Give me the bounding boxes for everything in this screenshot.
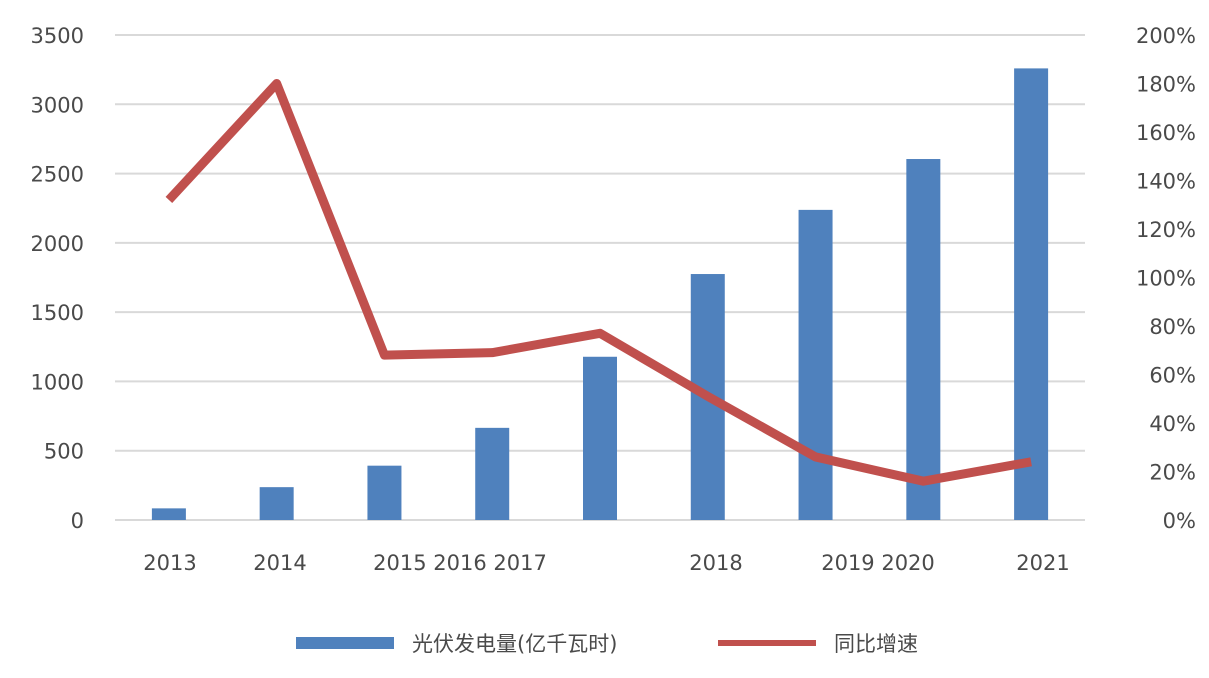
bar (475, 427, 510, 520)
bar-series (151, 68, 1049, 520)
bar (583, 356, 617, 520)
right-tick-label: 40% (1149, 412, 1196, 436)
bar (906, 159, 941, 520)
left-tick-label: 3000 (31, 93, 84, 117)
left-tick-label: 2500 (31, 163, 84, 187)
line-series (165, 79, 1032, 486)
right-axis-ticks: 0% 20% 40% 60% 80% 100% 120% 140% 160% 180% 200% (1136, 24, 1196, 533)
x-tick-label: 2019 2020 (821, 551, 935, 575)
right-tick-label: 80% (1149, 315, 1196, 339)
right-tick-label: 120% (1136, 218, 1196, 242)
right-tick-label: 200% (1136, 24, 1196, 48)
bar (151, 508, 186, 520)
right-tick-label: 100% (1136, 267, 1196, 291)
right-tick-label: 140% (1136, 170, 1196, 194)
x-axis-ticks: 2013 2014 2015 2016 2017 2018 2019 2020 2021 (143, 551, 1069, 575)
x-tick-label: 2015 2016 2017 (373, 551, 547, 575)
right-tick-label: 20% (1149, 461, 1196, 485)
legend-bar-label: 光伏发电量(亿千瓦时) (412, 632, 617, 656)
bar (367, 465, 402, 520)
right-tick-label: 0% (1163, 509, 1196, 533)
left-tick-label: 1500 (31, 301, 84, 325)
right-tick-label: 180% (1136, 73, 1196, 97)
right-tick-label: 60% (1149, 364, 1196, 388)
legend-line-label: 同比增速 (834, 632, 918, 656)
x-tick-label: 2021 (1016, 551, 1069, 575)
x-tick-label: 2013 (143, 551, 196, 575)
left-tick-label: 2000 (31, 232, 84, 256)
right-tick-label: 160% (1136, 121, 1196, 145)
bar (798, 209, 833, 520)
left-tick-label: 3500 (31, 24, 84, 48)
legend-bar-swatch (296, 637, 394, 649)
bar (1014, 68, 1049, 520)
legend: 光伏发电量(亿千瓦时) 同比增速 (296, 632, 918, 656)
x-tick-label: 2018 (689, 551, 742, 575)
bar (259, 487, 294, 520)
left-tick-label: 0 (71, 509, 84, 533)
left-tick-label: 1000 (31, 370, 84, 394)
left-tick-label: 500 (44, 440, 84, 464)
left-axis-ticks: 0 500 1000 1500 2000 2500 3000 3500 (31, 24, 84, 533)
x-tick-label: 2014 (253, 551, 306, 575)
